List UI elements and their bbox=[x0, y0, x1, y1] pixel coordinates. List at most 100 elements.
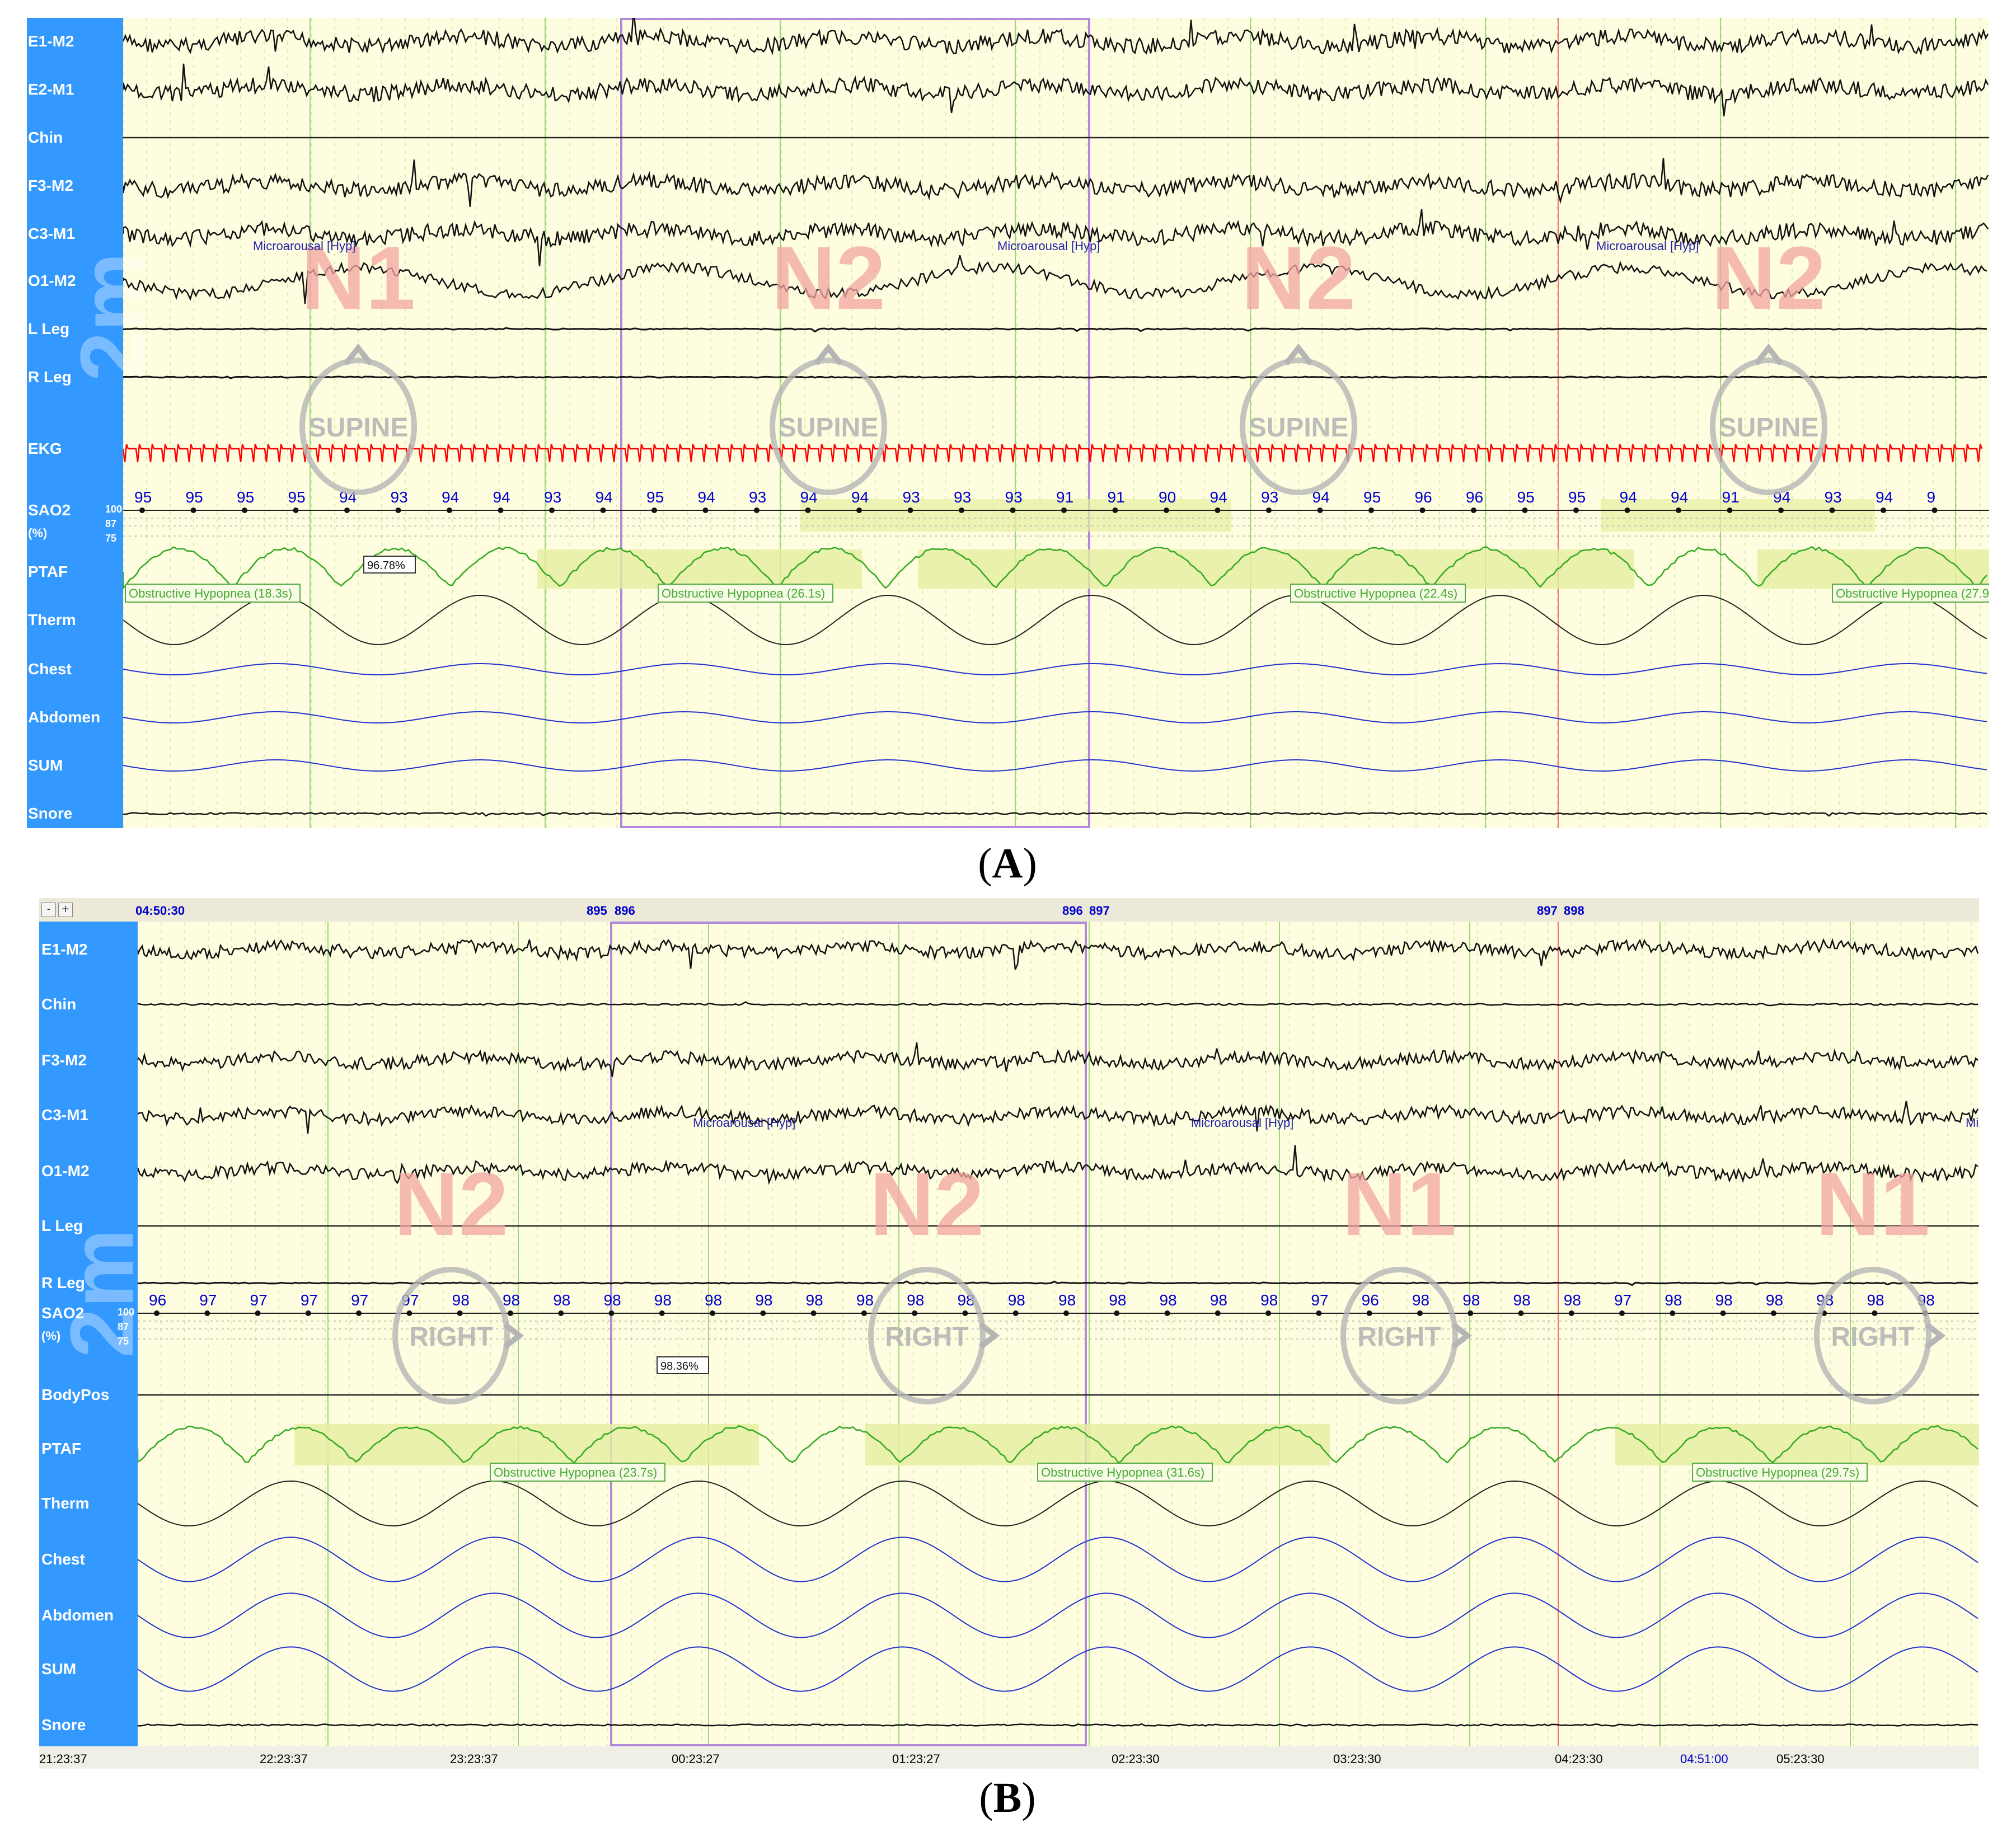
zoom-out-button[interactable]: - bbox=[41, 903, 56, 917]
sao2-point bbox=[344, 508, 350, 513]
sao2-point bbox=[1770, 1310, 1776, 1316]
sao2-value: 96 bbox=[1362, 1291, 1379, 1309]
sao2-point bbox=[754, 508, 759, 513]
hypopnea-label: Obstructive Hypopnea (31.6s) bbox=[1041, 1465, 1204, 1479]
sao2-value: 98 bbox=[654, 1291, 672, 1309]
panel-a-caption: (A) bbox=[978, 840, 1037, 887]
sao2-point bbox=[1829, 508, 1835, 513]
sao2-value: 90 bbox=[1159, 488, 1176, 506]
channel-label-sum: SUM bbox=[41, 1660, 77, 1677]
sao2-value: 97 bbox=[1614, 1291, 1631, 1309]
microarousal-label: Microarousal [Hyp] bbox=[997, 239, 1100, 253]
time-tick: 00:23:27 bbox=[672, 1752, 720, 1766]
channel-label-o1-m2: O1-M2 bbox=[28, 272, 76, 289]
sao2-value: 94 bbox=[698, 488, 715, 506]
sao2-point bbox=[856, 508, 862, 513]
hypopnea-tag[interactable] bbox=[490, 1463, 665, 1482]
microarousal-label: Microaro bbox=[1966, 1116, 1979, 1130]
sao2-value: 94 bbox=[1210, 488, 1227, 506]
microarousal-label: Microarousal [Hyp] bbox=[1191, 1116, 1293, 1130]
channel-label-abdomen: Abdomen bbox=[28, 708, 101, 726]
sao2-point bbox=[293, 508, 299, 513]
sao2-value: 94 bbox=[1876, 488, 1893, 506]
sao2-point bbox=[190, 508, 196, 513]
sao2-point bbox=[498, 508, 504, 513]
sao2-point bbox=[1468, 1310, 1474, 1316]
channel-label-r-leg: R Leg bbox=[28, 368, 72, 386]
sao2-value: 98 bbox=[1462, 1291, 1480, 1309]
sao2-point bbox=[1012, 1310, 1019, 1316]
epoch-selection[interactable] bbox=[610, 922, 1087, 1746]
sleep-stage-n1: N1 bbox=[1816, 1154, 1930, 1254]
sao2-point bbox=[255, 1310, 261, 1316]
sleep-stage-n2: N2 bbox=[771, 228, 886, 328]
hypopnea-label: Obstructive Hypopnea (18.3s) bbox=[129, 586, 292, 600]
sao2-unit: (%) bbox=[28, 526, 48, 540]
hypopnea-tag[interactable] bbox=[1290, 584, 1466, 603]
time-tick: 23:23:37 bbox=[450, 1752, 498, 1766]
sao2-point bbox=[861, 1310, 867, 1316]
sao2-value: 98 bbox=[1160, 1291, 1177, 1309]
body-position-icon bbox=[299, 343, 417, 495]
channel-label-l-leg: L Leg bbox=[28, 320, 70, 337]
sao2-value: 94 bbox=[851, 488, 869, 506]
hypopnea-tag[interactable] bbox=[658, 584, 833, 603]
panel-b-signal-area[interactable]: 96 97 97 97 97 97 98 98 98 98 98 98 98 98 98 98 98 98 98 98… bbox=[138, 922, 1979, 1746]
hypopnea-tag[interactable] bbox=[1692, 1463, 1868, 1482]
sao2-point bbox=[1010, 508, 1016, 513]
zoom-in-button[interactable]: + bbox=[58, 903, 73, 917]
sao2-point bbox=[549, 508, 555, 513]
sleep-stage-n1: N1 bbox=[1342, 1154, 1457, 1254]
sao2-value: 98 bbox=[1008, 1291, 1025, 1309]
channel-label-chin: Chin bbox=[28, 129, 63, 146]
body-position-label: SUPINE bbox=[1249, 413, 1349, 443]
sao2-point bbox=[1619, 1310, 1625, 1316]
epoch-mark: 897 bbox=[1537, 904, 1558, 918]
channel-label-sao2: SAO2 bbox=[28, 501, 71, 519]
sao2-point bbox=[659, 1310, 665, 1316]
sao2-point bbox=[139, 508, 145, 513]
epoch-mark: 897 bbox=[1089, 904, 1110, 918]
sao2-value: 96 bbox=[149, 1291, 166, 1309]
sao2-value: 98 bbox=[1109, 1291, 1126, 1309]
hypopnea-tag[interactable] bbox=[1037, 1463, 1213, 1482]
sao2-value: 95 bbox=[237, 488, 254, 506]
grid bbox=[123, 18, 1981, 828]
sao2-value: 97 bbox=[250, 1291, 268, 1309]
hypopnea-label: Obstructive Hypopnea (22.4s) bbox=[1294, 586, 1457, 600]
hypopnea-tag[interactable] bbox=[125, 584, 301, 603]
panel-a-signal-area[interactable]: 95 95 95 95 94 93 94 94 93 94 95 94 93 94 94 93 93 93 91 91… bbox=[123, 18, 1989, 828]
sao2-value: 98 bbox=[1665, 1291, 1682, 1309]
sao2-value: 9 bbox=[1927, 488, 1936, 506]
sao2-point bbox=[1518, 1310, 1524, 1316]
sao2-point bbox=[1063, 1310, 1069, 1316]
time-tick: 05:23:30 bbox=[1776, 1752, 1825, 1766]
sleep-stage-n2: N2 bbox=[870, 1154, 984, 1254]
sao2-point bbox=[1419, 508, 1426, 513]
sao2-point bbox=[1778, 508, 1784, 513]
sao2-unit: (%) bbox=[41, 1329, 61, 1343]
hypopnea-tag[interactable] bbox=[1832, 584, 1989, 603]
sao2-point bbox=[907, 508, 913, 513]
sao2-point bbox=[1368, 508, 1374, 513]
epoch-selection[interactable] bbox=[620, 18, 1090, 828]
hypopnea-band bbox=[918, 549, 1634, 589]
sao2-value: 98 bbox=[503, 1291, 520, 1309]
sao2-value: 95 bbox=[1568, 488, 1586, 506]
body-position-icon bbox=[1710, 343, 1827, 495]
channel-label-therm: Therm bbox=[28, 611, 76, 628]
hypopnea-label: Obstructive Hypopnea (29.7s) bbox=[1696, 1465, 1859, 1479]
hypopnea-band bbox=[537, 549, 862, 589]
channel-label-snore: Snore bbox=[41, 1716, 86, 1733]
sao2-value: 94 bbox=[1620, 488, 1637, 506]
panel-b-channel-sidebar bbox=[39, 922, 138, 1746]
body-position-label: SUPINE bbox=[308, 413, 409, 443]
sao2-value: 95 bbox=[186, 488, 203, 506]
sao2-value: 93 bbox=[903, 488, 920, 506]
sao2-value: 93 bbox=[544, 488, 561, 506]
sao2-value: 94 bbox=[1671, 488, 1688, 506]
channel-label-chin: Chin bbox=[41, 995, 77, 1013]
panel-b-toolbar: - + 04:50:30 895 896 896 897 897 898 bbox=[39, 898, 1979, 923]
sao2-point bbox=[1366, 1310, 1372, 1316]
sao2-value: 98 bbox=[1058, 1291, 1076, 1309]
